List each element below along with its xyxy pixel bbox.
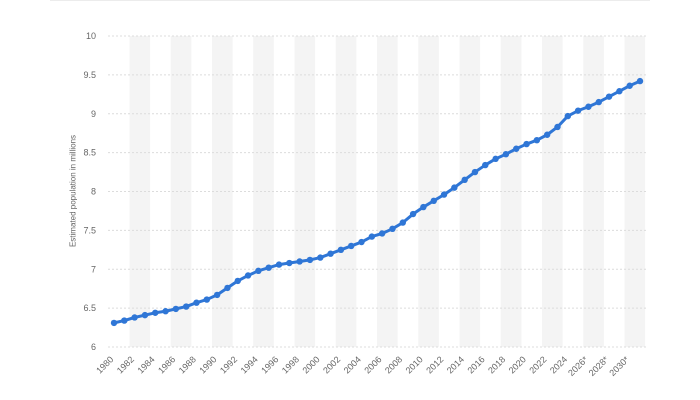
data-point — [543, 131, 551, 138]
data-point — [348, 242, 355, 250]
x-tick-label: 2008 — [383, 354, 404, 375]
y-tick-label: 8.5 — [83, 148, 96, 158]
data-point — [213, 291, 221, 299]
data-point — [172, 305, 180, 313]
data-point — [255, 267, 262, 275]
data-point — [131, 314, 138, 321]
data-point — [482, 161, 489, 169]
data-point — [265, 264, 272, 271]
y-tick-label: 6 — [91, 342, 96, 352]
x-tick-labels: 1980 1982 1984 1986 1988 1990 1992 1994 1996 1998… — [94, 354, 631, 378]
data-point — [234, 277, 241, 285]
y-tick-labels: 6 6.5 7 7.5 8 8.5 9 9.5 10 — [83, 31, 96, 352]
data-point — [162, 308, 169, 315]
data-point — [585, 103, 592, 110]
y-tick-label: 8 — [91, 187, 96, 197]
data-point — [605, 93, 613, 100]
x-tick-label: 1992 — [218, 354, 239, 375]
y-tick-label: 9.5 — [83, 70, 96, 80]
y-tick-label: 6.5 — [83, 303, 96, 313]
data-point — [378, 230, 386, 237]
x-tick-label: 2014 — [445, 354, 466, 375]
x-tick-label: 2026* — [566, 354, 590, 378]
x-tick-label: 1984 — [135, 354, 156, 375]
x-tick-label: 1988 — [177, 354, 198, 375]
data-point — [368, 233, 376, 240]
x-tick-label: 1996 — [259, 354, 280, 375]
data-point — [337, 246, 345, 254]
data-point — [616, 88, 623, 95]
y-tick-label: 10 — [86, 31, 96, 41]
series-line — [112, 79, 642, 325]
data-point — [224, 284, 231, 292]
data-point — [317, 254, 324, 261]
y-tick-label: 7 — [91, 264, 96, 274]
x-tick-label: 2030* — [607, 354, 631, 378]
data-point — [121, 317, 128, 324]
data-point — [626, 82, 633, 89]
data-point — [141, 311, 149, 319]
data-point — [451, 184, 458, 191]
x-tick-label: 2000 — [300, 354, 321, 375]
y-tick-label: 7.5 — [83, 225, 96, 235]
data-point — [636, 77, 644, 85]
data-point — [286, 259, 293, 267]
x-tick-label: 2012 — [424, 354, 445, 375]
x-tick-label: 2004 — [342, 354, 363, 375]
data-point — [327, 250, 334, 257]
data-point — [399, 219, 406, 226]
data-point — [244, 272, 252, 279]
data-point — [523, 140, 530, 148]
data-point — [409, 210, 417, 218]
data-point — [461, 176, 468, 184]
background-band — [500, 36, 522, 347]
data-point — [420, 203, 427, 211]
data-point — [306, 256, 314, 264]
data-point — [492, 155, 499, 163]
data-point — [513, 145, 520, 152]
x-tick-label: 2028* — [587, 354, 611, 378]
x-tick-label: 2006 — [362, 354, 383, 375]
x-tick-label: 2010 — [404, 354, 425, 375]
data-point — [471, 168, 479, 176]
data-point — [193, 299, 200, 306]
x-tick-label: 1982 — [115, 354, 136, 375]
data-point — [152, 309, 159, 316]
y-tick-label: 9 — [91, 109, 96, 119]
x-tick-label: 2002 — [321, 354, 342, 375]
data-point — [440, 191, 448, 198]
x-tick-label: 1980 — [94, 354, 115, 375]
data-point — [203, 296, 211, 303]
x-tick-label: 2018 — [486, 354, 507, 375]
x-tick-label: 1994 — [239, 354, 260, 375]
data-point — [574, 107, 582, 114]
x-tick-label: 2022 — [527, 354, 548, 375]
x-tick-label: 1990 — [197, 354, 218, 375]
data-point — [275, 261, 283, 268]
data-point — [182, 303, 190, 310]
data-point — [554, 123, 561, 131]
data-point — [564, 112, 572, 120]
x-tick-label: 2016 — [465, 354, 486, 375]
data-point — [389, 225, 396, 233]
grid-lines — [108, 35, 646, 348]
data-point — [502, 150, 510, 158]
data-point — [358, 238, 365, 246]
data-point — [110, 319, 118, 327]
x-tick-label: 2024 — [548, 354, 569, 375]
top-border — [50, 0, 650, 1]
x-tick-label: 2020 — [507, 354, 528, 375]
data-point — [533, 136, 541, 144]
x-tick-label: 1986 — [156, 354, 177, 375]
data-point — [296, 258, 303, 265]
series-layer — [110, 77, 644, 327]
data-point — [595, 98, 602, 106]
x-tick-label: 1998 — [280, 354, 301, 375]
data-point — [430, 197, 437, 205]
